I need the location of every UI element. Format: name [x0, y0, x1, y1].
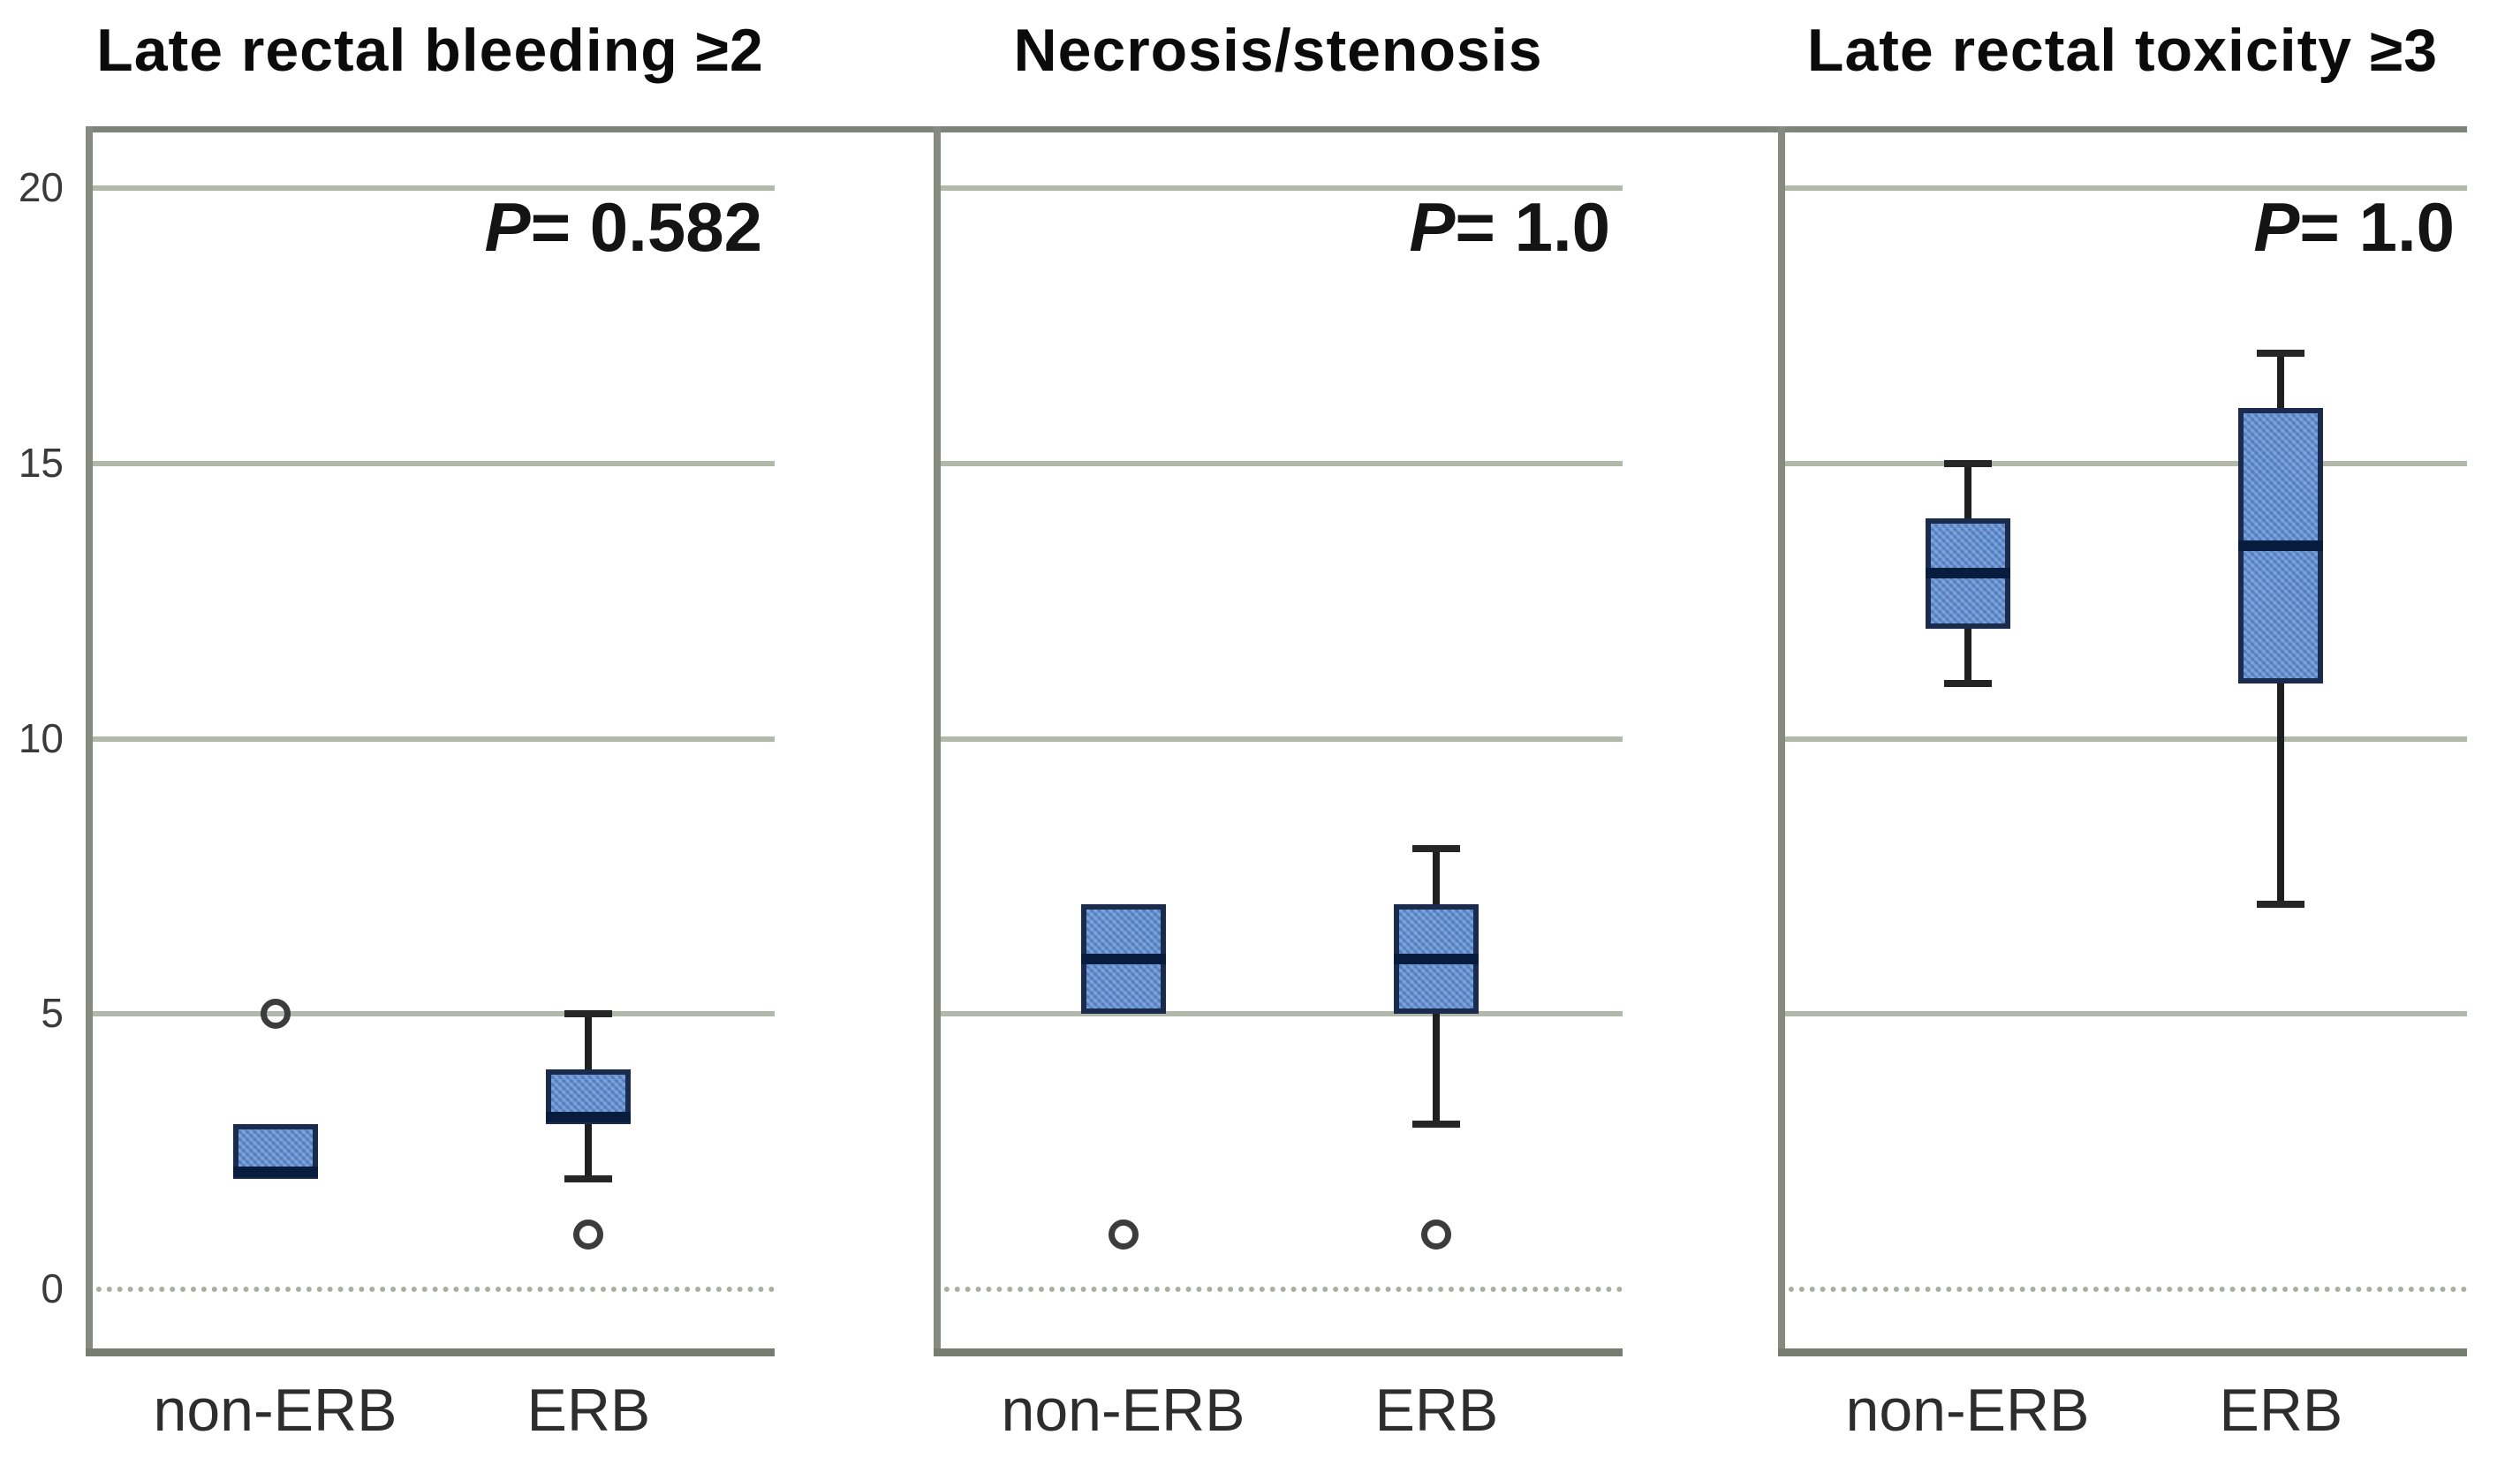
x-category-label: non-ERB	[1845, 1377, 2090, 1444]
gridline-20	[86, 185, 775, 191]
p-value-label: P= 1.0	[934, 187, 1610, 268]
upper-whisker-cap	[2257, 350, 2305, 358]
y-axis-tick-label: 20	[18, 164, 64, 210]
gridline-0	[1778, 1287, 2467, 1292]
panel-title: Late rectal bleeding ≥2	[96, 17, 764, 84]
upper-whisker-line	[1433, 849, 1441, 904]
p-value-label: P= 1.0	[1778, 187, 2455, 268]
p-value-number: = 1.0	[1455, 188, 1610, 266]
upper-whisker-cap	[1943, 459, 1992, 467]
y-axis-tick-label: 15	[18, 439, 64, 486]
y-axis-tick-label: 10	[18, 714, 64, 761]
median-line	[2238, 540, 2324, 552]
box-non-ERB	[232, 1123, 318, 1180]
lower-whisker-cap	[564, 1175, 613, 1183]
panel-bottom-border	[934, 1348, 1623, 1356]
upper-whisker-cap	[1412, 845, 1461, 853]
lower-whisker-line	[2277, 683, 2285, 904]
lower-whisker-cap	[1412, 1120, 1461, 1128]
x-category-label: ERB	[2219, 1377, 2343, 1444]
gridline-15	[934, 460, 1623, 466]
x-category-label: ERB	[526, 1377, 651, 1444]
upper-whisker-line	[1964, 463, 1971, 519]
upper-whisker-line	[585, 1014, 593, 1069]
panel-top-border	[86, 126, 2467, 132]
gridline-10	[1778, 736, 2467, 742]
gridline-20	[934, 185, 1623, 191]
gridline-0	[86, 1287, 775, 1292]
lower-whisker-line	[1964, 628, 1971, 684]
p-value-number: = 0.582	[530, 188, 762, 266]
x-category-label: ERB	[1374, 1377, 1499, 1444]
outlier-point	[1108, 1219, 1139, 1250]
box-ERB	[546, 1069, 632, 1124]
gridline-15	[86, 460, 775, 466]
panel-bottom-border	[1778, 1348, 2467, 1356]
outlier-point	[260, 999, 291, 1030]
panel-left-border	[1778, 126, 1785, 1356]
p-value-symbol: P	[2253, 188, 2300, 266]
panel-bottom-border	[86, 1348, 775, 1356]
x-category-label: non-ERB	[153, 1377, 397, 1444]
gridline-10	[86, 736, 775, 742]
lower-whisker-line	[585, 1123, 593, 1180]
p-value-label: P= 0.582	[86, 187, 762, 268]
y-axis-tick-label: 0	[41, 1265, 64, 1311]
lower-whisker-line	[1433, 1014, 1441, 1124]
panel-left-border	[86, 126, 93, 1356]
lower-whisker-cap	[2257, 900, 2305, 908]
outlier-point	[573, 1219, 604, 1250]
gridline-15	[1778, 460, 2467, 466]
x-category-label: non-ERB	[1001, 1377, 1245, 1444]
p-value-number: = 1.0	[2299, 188, 2455, 266]
gridline-20	[1778, 185, 2467, 191]
median-line	[1925, 568, 2010, 579]
outlier-point	[1421, 1219, 1452, 1250]
y-axis-tick-label: 5	[41, 990, 64, 1037]
median-line	[1394, 953, 1479, 964]
gridline-5	[934, 1011, 1623, 1017]
gridline-5	[1778, 1011, 2467, 1017]
median-line	[232, 1167, 318, 1178]
median-line	[1080, 953, 1166, 964]
p-value-symbol: P	[1409, 188, 1456, 266]
median-line	[546, 1111, 632, 1122]
upper-whisker-line	[2277, 353, 2285, 409]
panel-title: Necrosis/stenosis	[1013, 17, 1543, 84]
upper-whisker-cap	[564, 1010, 613, 1018]
panel-title: Late rectal toxicity ≥3	[1806, 17, 2439, 84]
gridline-10	[934, 736, 1623, 742]
panel-left-border	[934, 126, 941, 1356]
p-value-symbol: P	[484, 188, 531, 266]
gridline-5	[86, 1011, 775, 1017]
lower-whisker-cap	[1943, 680, 1992, 688]
gridline-0	[934, 1287, 1623, 1292]
